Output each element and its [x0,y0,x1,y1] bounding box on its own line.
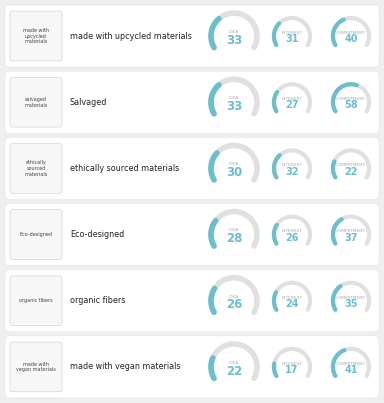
FancyBboxPatch shape [5,336,379,398]
Text: organic fibers: organic fibers [70,296,125,305]
Text: made with
vegan materials: made with vegan materials [16,361,56,372]
Text: 35: 35 [344,299,358,309]
Text: COMMITMENT: COMMITMENT [336,229,366,233]
FancyBboxPatch shape [10,210,62,260]
Text: 22: 22 [226,365,242,378]
Text: INTEREST: INTEREST [281,229,303,233]
Text: 17: 17 [285,365,299,375]
FancyBboxPatch shape [5,71,379,133]
FancyBboxPatch shape [5,204,379,266]
Text: 26: 26 [226,298,242,312]
Text: 27: 27 [285,100,299,110]
Text: made with upcycled materials: made with upcycled materials [70,31,192,41]
Text: INTEREST: INTEREST [281,97,303,101]
Text: 24: 24 [285,299,299,309]
Text: made with vegan materials: made with vegan materials [70,362,180,372]
Text: 33: 33 [226,100,242,113]
Text: COMMITMENT: COMMITMENT [336,31,366,35]
Text: INTEREST: INTEREST [281,361,303,366]
FancyBboxPatch shape [5,270,379,332]
Text: IDEA: IDEA [229,229,239,233]
Text: 37: 37 [344,233,358,243]
Text: Salvaged: Salvaged [70,98,108,107]
Text: COMMITMENT: COMMITMENT [336,361,366,366]
FancyBboxPatch shape [10,77,62,127]
Text: INTEREST: INTEREST [281,31,303,35]
Text: ethically sourced materials: ethically sourced materials [70,164,179,173]
Text: 40: 40 [344,34,358,44]
FancyBboxPatch shape [5,5,379,67]
Text: 31: 31 [285,34,299,44]
Text: Eco-designed: Eco-designed [20,232,53,237]
Text: INTEREST: INTEREST [281,295,303,299]
Text: COMMITMENT: COMMITMENT [336,295,366,299]
Text: COMMITMENT: COMMITMENT [336,163,366,167]
Text: IDEA: IDEA [229,96,239,100]
Text: 41: 41 [344,365,358,375]
Text: IDEA: IDEA [229,162,239,166]
Text: 28: 28 [226,232,242,245]
Text: organic fibers: organic fibers [19,298,53,303]
FancyBboxPatch shape [10,143,62,193]
Text: INTEREST: INTEREST [281,163,303,167]
FancyBboxPatch shape [10,11,62,61]
Text: Eco-designed: Eco-designed [70,230,124,239]
Text: salvaged
materials: salvaged materials [24,97,48,108]
FancyBboxPatch shape [10,342,62,392]
Text: COMMITMENT: COMMITMENT [336,97,366,101]
Text: IDEA: IDEA [229,30,239,34]
Text: made with
upcycled
materials: made with upcycled materials [23,28,49,44]
Text: IDEA: IDEA [229,295,239,299]
Text: 33: 33 [226,34,242,47]
Text: ethically
sourced
materials: ethically sourced materials [24,160,48,177]
Text: 58: 58 [344,100,358,110]
Text: 30: 30 [226,166,242,179]
Text: 32: 32 [285,167,299,177]
Text: IDEA: IDEA [229,361,239,365]
Text: 26: 26 [285,233,299,243]
Text: 22: 22 [344,167,358,177]
FancyBboxPatch shape [10,276,62,326]
FancyBboxPatch shape [5,137,379,199]
